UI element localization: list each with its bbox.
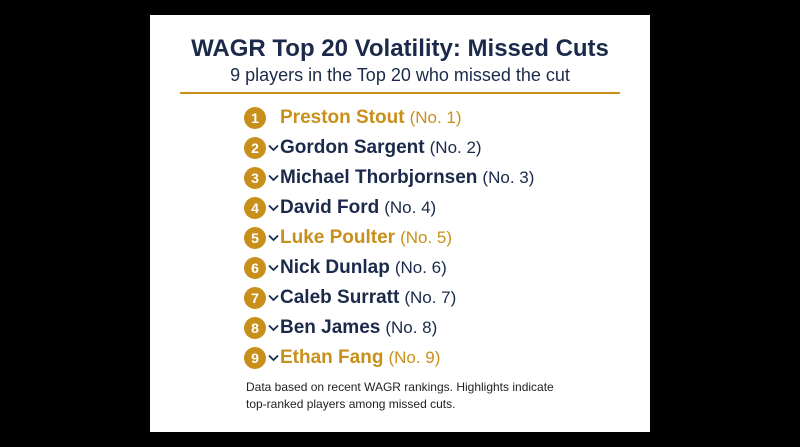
list-item: 1 Preston Stout (No. 1) [244,105,462,131]
chevron [266,144,280,152]
player-name: Caleb Surratt [280,287,400,308]
list-item: 5 Luke Poulter (No. 5) [244,225,452,251]
rank-badge: 5 [244,227,266,249]
list-item: 7 Caleb Surratt (No. 7) [244,285,456,311]
player-rank: (No. 4) [384,198,437,217]
chevron [266,294,280,302]
player-name: Michael Thorbjornsen [280,167,478,188]
rank-badge: 2 [244,137,266,159]
chevron [266,354,280,362]
player-rank: (No. 2) [429,138,482,157]
player-rank: (No. 3) [482,168,535,187]
rank-badge: 1 [244,107,266,129]
chevron-icon [267,234,279,242]
player-rank: (No. 6) [394,258,447,277]
rank-badge: 4 [244,197,266,219]
divider [180,92,620,94]
chevron-icon [267,204,279,212]
card: WAGR Top 20 Volatility: Missed Cuts 9 pl… [150,15,650,432]
player-rank: (No. 7) [404,288,457,307]
player-name: Luke Poulter [280,227,396,248]
player-name: Gordon Sargent [280,137,425,158]
chevron-icon [267,354,279,362]
list-item: 6 Nick Dunlap (No. 6) [244,255,447,281]
player-rank: (No. 9) [388,348,441,367]
player-name: Nick Dunlap [280,257,390,278]
list-item: 9 Ethan Fang (No. 9) [244,345,440,371]
player-rank: (No. 8) [385,318,438,337]
list-item: 8 Ben James (No. 8) [244,315,437,341]
chevron [266,174,280,182]
chevron [266,324,280,332]
chevron-icon [267,324,279,332]
rank-badge: 7 [244,287,266,309]
footnote: Data based on recent WAGR rankings. High… [246,380,554,394]
chevron-icon [267,144,279,152]
player-name: Preston Stout [280,107,405,128]
rank-badge: 3 [244,167,266,189]
list-item: 4 David Ford (No. 4) [244,195,436,221]
list-item: 2 Gordon Sargent (No. 2) [244,135,482,161]
chevron [266,204,280,212]
rank-badge: 9 [244,347,266,369]
rank-badge: 6 [244,257,266,279]
subtitle: 9 players in the Top 20 who missed the c… [230,65,570,85]
chevron [266,234,280,242]
list-item: 3 Michael Thorbjornsen (No. 3) [244,165,534,191]
chevron-icon [267,294,279,302]
chevron-icon [267,174,279,182]
player-name: Ethan Fang [280,347,384,368]
chevron [266,264,280,272]
player-name: David Ford [280,197,380,218]
chevron-icon [267,264,279,272]
player-rank: (No. 1) [409,108,462,127]
rank-badge: 8 [244,317,266,339]
footnote: top-ranked players among missed cuts. [246,397,456,411]
player-rank: (No. 5) [400,228,453,247]
title: WAGR Top 20 Volatility: Missed Cuts [191,35,609,62]
player-name: Ben James [280,317,381,338]
